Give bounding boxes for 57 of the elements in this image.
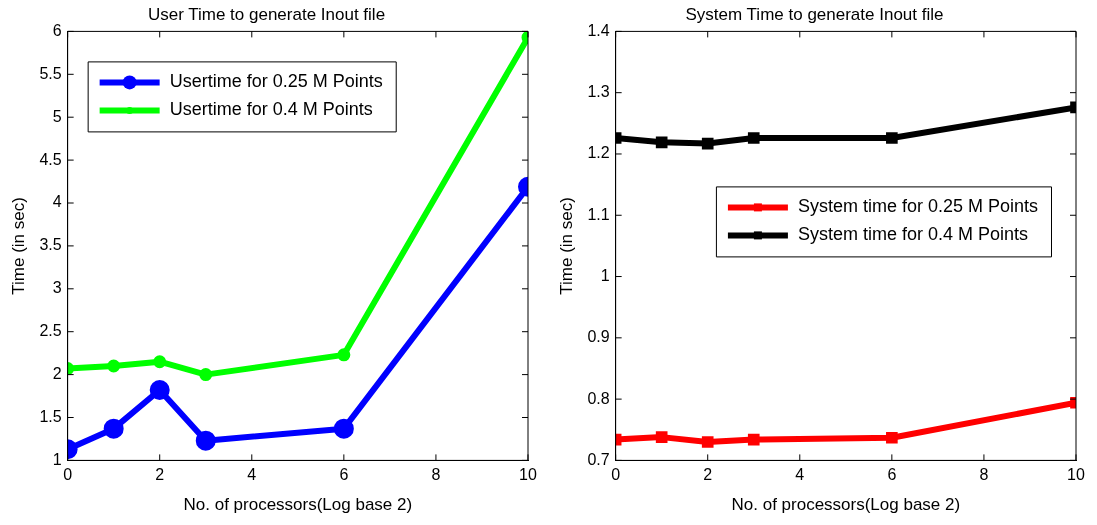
legend-label: System time for 0.4 M Points bbox=[797, 224, 1028, 245]
y-tick-label: 1 bbox=[600, 266, 610, 284]
point bbox=[655, 431, 668, 443]
point bbox=[107, 359, 121, 373]
y-axis-title: Time (in sec) bbox=[8, 197, 28, 295]
y-tick-label: 6 bbox=[52, 21, 62, 39]
y-tick-label: 2 bbox=[52, 365, 62, 383]
point bbox=[149, 380, 170, 401]
x-tick-label: 4 bbox=[247, 466, 257, 484]
point bbox=[199, 368, 213, 382]
x-tick-label: 10 bbox=[1067, 466, 1085, 484]
point bbox=[103, 418, 124, 439]
legend-label: Usertime for 0.25 M Points bbox=[169, 71, 383, 92]
point bbox=[747, 433, 760, 446]
x-tick-label: 4 bbox=[795, 466, 805, 484]
point bbox=[747, 132, 760, 144]
y-tick-label: 2.5 bbox=[39, 322, 62, 340]
y-tick-label: 1 bbox=[52, 450, 62, 468]
y-tick-label: 0.7 bbox=[587, 450, 610, 468]
point bbox=[655, 136, 668, 149]
point bbox=[153, 355, 167, 369]
x-tick-label: 6 bbox=[339, 466, 349, 484]
point bbox=[886, 132, 898, 144]
x-tick-label: 8 bbox=[431, 466, 441, 484]
x-tick-label: 0 bbox=[63, 466, 73, 484]
legend-label: System time for 0.25 M Points bbox=[797, 196, 1039, 217]
y-tick-label: 1.2 bbox=[587, 144, 610, 162]
chart-title: System Time to generate Inout file bbox=[685, 4, 944, 24]
x-axis-title: No. of processors(Log base 2) bbox=[731, 495, 961, 515]
y-tick-label: 3 bbox=[52, 279, 62, 297]
point bbox=[701, 137, 714, 150]
y-axis-title: Time (in sec) bbox=[556, 197, 576, 295]
legend-label: Usertime for 0.4 M Points bbox=[169, 99, 373, 120]
point bbox=[195, 430, 216, 451]
y-tick-label: 3.5 bbox=[39, 236, 62, 254]
x-tick-label: 10 bbox=[519, 466, 537, 484]
y-tick-label: 4 bbox=[52, 193, 62, 211]
x-tick-label: 8 bbox=[979, 466, 989, 484]
x-tick-label: 2 bbox=[703, 466, 713, 484]
y-tick-label: 1.3 bbox=[587, 83, 610, 101]
y-tick-label: 0.8 bbox=[587, 389, 610, 407]
y-tick-label: 1.4 bbox=[587, 21, 610, 39]
point bbox=[333, 418, 354, 439]
y-tick-label: 0.9 bbox=[587, 328, 610, 346]
x-tick-label: 6 bbox=[887, 466, 897, 484]
x-tick-label: 0 bbox=[611, 466, 621, 484]
point bbox=[886, 431, 898, 444]
y-tick-label: 1.5 bbox=[39, 407, 62, 425]
point bbox=[701, 436, 714, 448]
chart-title: User Time to generate Inout file bbox=[147, 4, 386, 24]
y-tick-label: 5.5 bbox=[39, 64, 62, 82]
point bbox=[337, 348, 351, 362]
x-tick-label: 2 bbox=[155, 466, 165, 484]
y-tick-label: 5 bbox=[52, 107, 62, 125]
y-tick-label: 1.1 bbox=[587, 205, 610, 223]
x-axis-title: No. of processors(Log base 2) bbox=[183, 495, 413, 515]
y-tick-label: 4.5 bbox=[39, 150, 62, 168]
